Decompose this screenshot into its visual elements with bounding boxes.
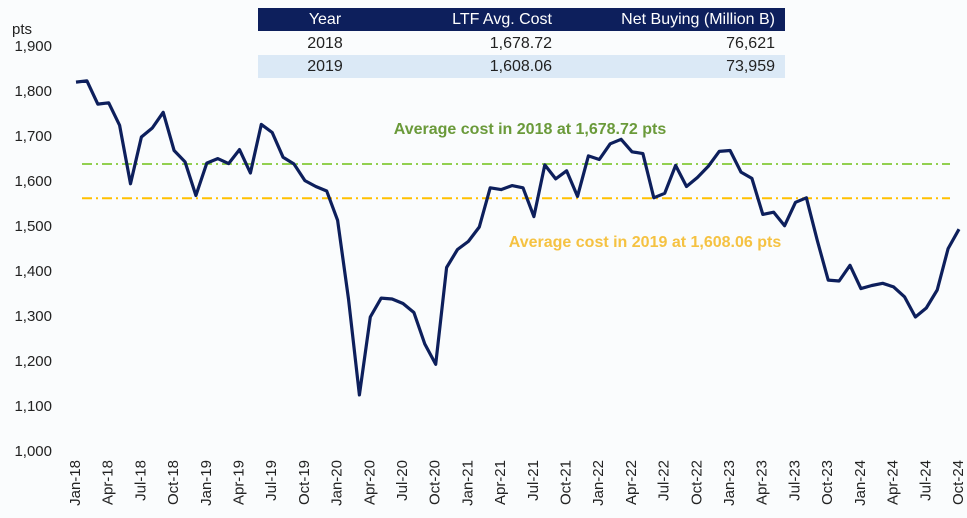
x-tick-label: Jan-21: [459, 460, 476, 506]
table-cell: 2018: [307, 35, 343, 52]
x-tick-label: Oct-24: [950, 460, 967, 505]
x-tick-label: Oct-20: [427, 460, 444, 505]
y-tick-label: 1,600: [14, 173, 52, 190]
x-tick-label: Jul-21: [525, 460, 542, 501]
table-cell: 76,621: [726, 35, 775, 52]
y-tick-label: 1,100: [14, 398, 52, 415]
x-tick-label: Oct-21: [558, 460, 575, 505]
table-header: Net Buying (Million B): [621, 11, 775, 28]
x-tick-label: Apr-23: [754, 460, 771, 505]
x-tick-label: Oct-19: [296, 460, 313, 505]
annotation: Average cost in 2019 at 1,608.06 pts: [509, 234, 782, 251]
y-tick-label: 1,400: [14, 263, 52, 280]
table-cell: 1,678.72: [490, 35, 552, 52]
y-tick-label: 1,000: [14, 443, 52, 460]
table-header-bg: [258, 8, 785, 31]
x-tick-label: Jan-24: [852, 460, 869, 506]
table-cell: 1,608.06: [490, 58, 552, 75]
y-tick-label: 1,300: [14, 308, 52, 325]
x-tick-label: Apr-20: [361, 460, 378, 505]
x-tick-label: Oct-22: [688, 460, 705, 505]
y-tick-label: 1,500: [14, 218, 52, 235]
table-header: LTF Avg. Cost: [452, 11, 552, 28]
x-tick-label: Oct-23: [819, 460, 836, 505]
table-header: Year: [309, 11, 342, 28]
line-series: [75, 79, 961, 397]
y-tick-label: 1,900: [14, 38, 52, 55]
x-tick-label: Oct-18: [165, 460, 182, 505]
table-row-bg: [258, 55, 785, 78]
y-tick-label: 1,800: [14, 83, 52, 100]
y-tick-label: 1,200: [14, 353, 52, 370]
x-tick-label: Jul-19: [263, 460, 280, 501]
x-tick-label: Apr-21: [492, 460, 509, 505]
x-tick-label: Jul-20: [394, 460, 411, 501]
x-tick-label: Jan-18: [67, 460, 84, 506]
x-tick-label: Jan-22: [590, 460, 607, 506]
x-tick-label: Jul-22: [656, 460, 673, 501]
x-tick-label: Jul-24: [917, 460, 934, 501]
x-tick-label: Apr-18: [100, 460, 117, 505]
x-tick-label: Jul-23: [786, 460, 803, 501]
table-cell: 73,959: [726, 58, 775, 75]
x-tick-label: Jan-23: [721, 460, 738, 506]
x-tick-label: Jan-19: [198, 460, 215, 506]
y-tick-label: 1,700: [14, 128, 52, 145]
x-tick-label: Apr-24: [885, 460, 902, 505]
x-tick-label: Apr-19: [230, 460, 247, 505]
x-tick-label: Jan-20: [329, 460, 346, 506]
annotation: Average cost in 2018 at 1,678.72 pts: [394, 121, 667, 138]
y-axis-label: pts: [12, 21, 32, 38]
x-tick-label: Jul-18: [132, 460, 149, 501]
x-tick-label: Apr-22: [623, 460, 640, 505]
table-cell: 2019: [307, 58, 343, 75]
